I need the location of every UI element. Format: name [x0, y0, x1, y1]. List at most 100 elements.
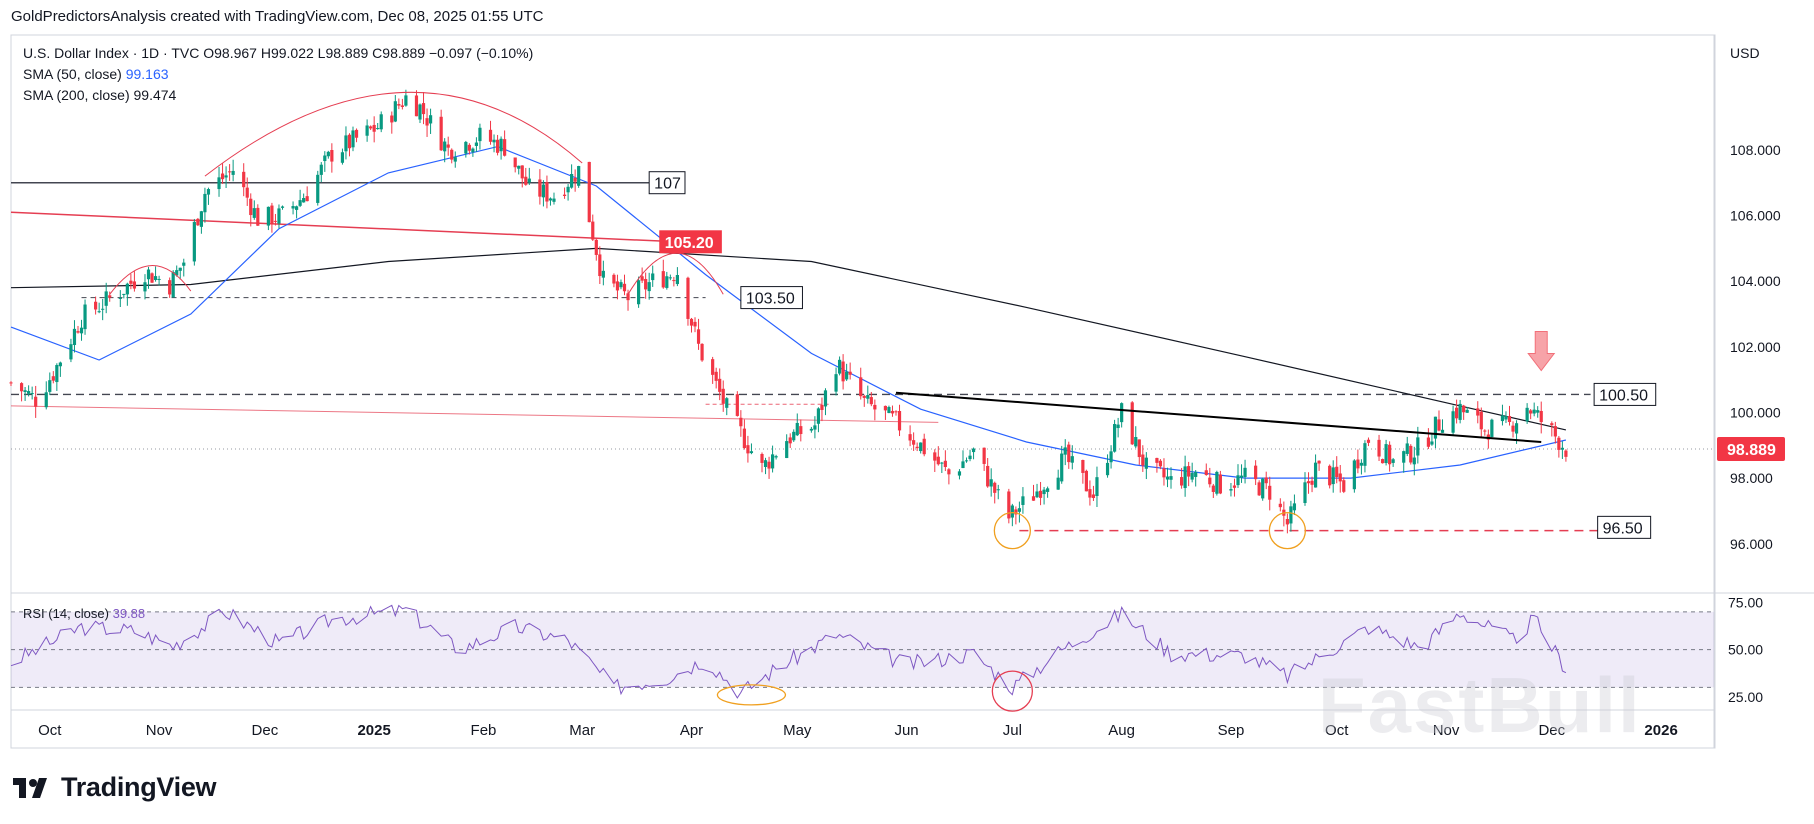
- red-trendline-upper[interactable]: [10, 211, 678, 243]
- candle[interactable]: [1507, 405, 1512, 426]
- candle[interactable]: [1409, 444, 1413, 465]
- candle[interactable]: [1366, 437, 1371, 447]
- candle[interactable]: [1529, 409, 1533, 420]
- candle[interactable]: [968, 449, 972, 462]
- candle[interactable]: [270, 202, 274, 233]
- candle[interactable]: [1158, 459, 1163, 470]
- candle[interactable]: [443, 138, 447, 163]
- candle[interactable]: [936, 446, 940, 466]
- sma50-label[interactable]: SMA (50, close): [23, 66, 122, 82]
- candle[interactable]: [1479, 407, 1483, 438]
- candle[interactable]: [242, 163, 246, 197]
- candle[interactable]: [503, 130, 507, 157]
- candle[interactable]: [887, 405, 891, 414]
- candle[interactable]: [379, 111, 383, 133]
- candle[interactable]: [675, 267, 679, 287]
- candle[interactable]: [326, 150, 330, 159]
- candle[interactable]: [1229, 483, 1233, 497]
- candle[interactable]: [72, 320, 77, 353]
- candle[interactable]: [943, 450, 947, 472]
- candle[interactable]: [665, 271, 669, 290]
- candle[interactable]: [513, 157, 517, 173]
- candle[interactable]: [1134, 426, 1138, 449]
- candle[interactable]: [1462, 404, 1466, 420]
- candle[interactable]: [146, 266, 151, 289]
- candle[interactable]: [919, 442, 923, 454]
- candle[interactable]: [1402, 450, 1406, 473]
- candle[interactable]: [1067, 441, 1071, 469]
- candle[interactable]: [273, 213, 278, 226]
- candle[interactable]: [58, 361, 62, 377]
- candle[interactable]: [1331, 460, 1335, 493]
- candle[interactable]: [922, 433, 926, 457]
- candle[interactable]: [418, 103, 422, 124]
- candle[interactable]: [1328, 464, 1332, 489]
- candle[interactable]: [104, 282, 108, 314]
- candle[interactable]: [696, 318, 701, 350]
- candle[interactable]: [1338, 465, 1342, 493]
- rsi-oversold-circle[interactable]: [991, 670, 1033, 712]
- candle[interactable]: [1095, 466, 1099, 508]
- candle[interactable]: [1511, 421, 1515, 438]
- candle[interactable]: [1264, 471, 1268, 490]
- candle[interactable]: [1239, 464, 1244, 483]
- candle[interactable]: [622, 274, 627, 296]
- candle[interactable]: [573, 169, 577, 192]
- candle[interactable]: [178, 267, 182, 280]
- candle[interactable]: [912, 432, 916, 451]
- candle[interactable]: [626, 289, 630, 311]
- candle[interactable]: [915, 442, 919, 452]
- candle[interactable]: [548, 197, 553, 206]
- candle[interactable]: [1257, 480, 1261, 496]
- candle[interactable]: [1285, 513, 1289, 534]
- candle[interactable]: [760, 452, 764, 473]
- candle[interactable]: [1455, 399, 1459, 424]
- candle[interactable]: [1120, 402, 1124, 428]
- candle[interactable]: [23, 386, 27, 401]
- candle[interactable]: [1215, 470, 1219, 496]
- candle[interactable]: [171, 270, 175, 298]
- candle[interactable]: [1194, 470, 1198, 487]
- candle[interactable]: [217, 166, 221, 197]
- candle[interactable]: [837, 356, 842, 376]
- candle[interactable]: [1063, 439, 1067, 466]
- currency-label[interactable]: USD: [1730, 45, 1760, 61]
- candle[interactable]: [421, 92, 426, 125]
- candle[interactable]: [376, 122, 380, 130]
- candle[interactable]: [224, 166, 228, 188]
- candle[interactable]: [770, 445, 775, 473]
- candle[interactable]: [866, 385, 870, 404]
- candle[interactable]: [129, 273, 133, 290]
- candle[interactable]: [820, 397, 824, 422]
- candle[interactable]: [1042, 486, 1046, 505]
- candle[interactable]: [1313, 454, 1318, 488]
- candle[interactable]: [291, 201, 295, 215]
- candle[interactable]: [1451, 405, 1455, 436]
- candle[interactable]: [993, 481, 997, 504]
- candle[interactable]: [206, 187, 211, 205]
- candle[interactable]: [813, 416, 817, 439]
- candle[interactable]: [816, 407, 821, 433]
- candle[interactable]: [277, 204, 281, 229]
- candle[interactable]: [908, 425, 912, 447]
- candle[interactable]: [763, 457, 768, 475]
- candle[interactable]: [1031, 484, 1036, 501]
- candle[interactable]: [34, 385, 38, 418]
- candle[interactable]: [316, 170, 320, 206]
- candle[interactable]: [1564, 449, 1568, 462]
- candle[interactable]: [1532, 402, 1536, 417]
- candle[interactable]: [615, 274, 620, 300]
- candle[interactable]: [69, 338, 73, 363]
- candle[interactable]: [1035, 483, 1039, 499]
- candle[interactable]: [464, 140, 468, 158]
- candle[interactable]: [545, 175, 549, 209]
- brand[interactable]: TradingView: [13, 772, 217, 803]
- candle[interactable]: [344, 126, 348, 160]
- candle[interactable]: [873, 399, 877, 421]
- candle[interactable]: [1500, 404, 1505, 426]
- candle[interactable]: [425, 108, 429, 137]
- candle[interactable]: [1380, 458, 1385, 464]
- candle[interactable]: [231, 159, 235, 182]
- candle[interactable]: [742, 419, 746, 450]
- candle[interactable]: [1070, 445, 1074, 470]
